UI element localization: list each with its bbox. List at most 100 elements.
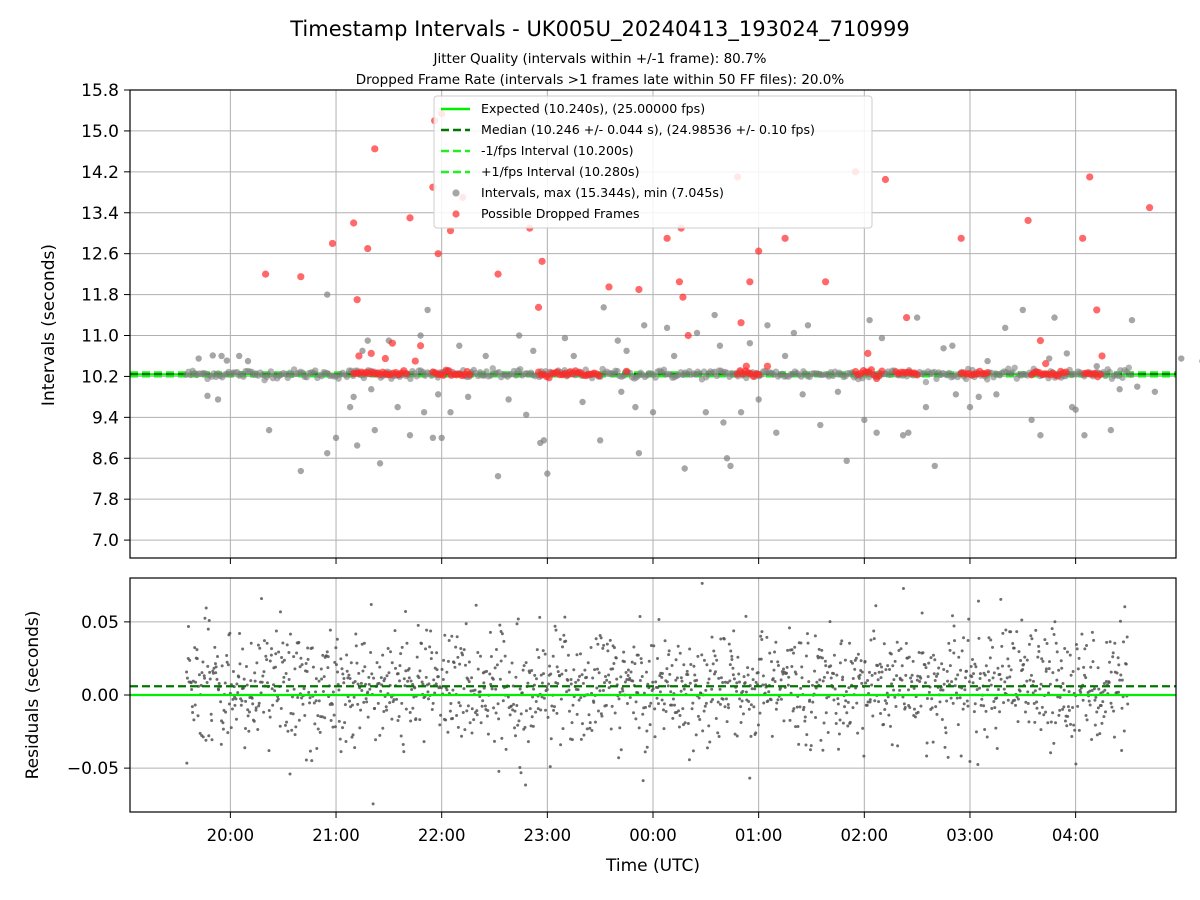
residual-point: [602, 643, 606, 647]
residual-point: [1076, 704, 1080, 708]
residual-point: [480, 704, 484, 708]
residual-point: [312, 701, 316, 705]
residual-point: [286, 689, 290, 693]
interval-point: [1051, 314, 1058, 321]
residual-point: [575, 712, 579, 716]
residual-point: [278, 724, 282, 728]
residual-point: [660, 672, 664, 676]
residual-point: [1103, 688, 1107, 692]
residual-point: [214, 665, 218, 669]
residual-point: [669, 690, 673, 694]
residual-point: [379, 676, 383, 680]
residual-point: [690, 707, 694, 711]
residual-point: [851, 706, 855, 710]
x-tick-label: 03:00: [946, 826, 994, 845]
residual-point: [323, 716, 327, 720]
residual-point: [1035, 700, 1039, 704]
interval-point: [561, 334, 569, 342]
residual-point: [985, 735, 989, 739]
residual-point: [1122, 729, 1126, 733]
residual-point: [606, 649, 610, 653]
residual-point: [393, 629, 397, 633]
interval-point: [922, 378, 930, 386]
residual-point: [588, 726, 592, 730]
residual-point: [898, 688, 902, 692]
residual-point: [942, 668, 946, 672]
dropped-frame-point: [1086, 173, 1094, 181]
residual-point: [278, 610, 282, 614]
residual-point: [570, 721, 574, 725]
dropped-frame-point: [742, 362, 750, 370]
interval-point: [1093, 362, 1100, 370]
residual-point: [948, 648, 952, 652]
x-tick-label: 02:00: [841, 826, 889, 845]
residual-point: [724, 697, 728, 701]
residual-point: [605, 642, 609, 646]
residual-point: [378, 665, 382, 669]
residual-point: [972, 710, 976, 714]
residual-point: [1036, 655, 1040, 659]
residual-point: [919, 676, 923, 680]
residual-point: [851, 676, 855, 680]
residual-point: [457, 701, 461, 705]
residual-point: [1063, 719, 1067, 723]
residual-point: [197, 673, 201, 677]
interval-point: [368, 386, 375, 393]
residual-point: [366, 690, 370, 694]
residual-point: [247, 710, 251, 714]
residual-point: [185, 676, 189, 680]
interval-point: [843, 457, 850, 465]
dropped-frame-point: [538, 257, 546, 265]
residual-point: [649, 701, 653, 705]
residual-point: [646, 682, 650, 686]
residual-point: [447, 639, 451, 643]
residual-point: [788, 718, 792, 722]
interval-point: [1151, 388, 1159, 395]
residual-point: [725, 720, 729, 724]
dropped-frame-point: [446, 227, 455, 235]
residual-point: [937, 666, 941, 670]
residual-point: [306, 646, 310, 650]
residual-point: [1044, 667, 1048, 671]
residual-point: [504, 747, 508, 751]
residual-point: [463, 728, 467, 732]
residual-point: [333, 660, 337, 664]
residual-point: [991, 676, 995, 680]
interval-point: [640, 322, 648, 329]
residual-point: [821, 679, 825, 683]
residual-point: [270, 647, 274, 651]
residual-point: [1057, 668, 1061, 672]
residual-point: [390, 661, 394, 665]
residual-point: [485, 714, 489, 718]
residual-point: [499, 659, 503, 663]
residual-point: [314, 677, 318, 681]
residual-point: [810, 683, 814, 687]
residual-point: [901, 586, 905, 590]
residual-point: [337, 688, 341, 692]
residual-point: [738, 697, 742, 701]
residual-point: [367, 675, 371, 679]
residual-point: [836, 702, 840, 706]
residual-point: [1039, 728, 1043, 732]
residual-point: [516, 617, 520, 621]
residual-point: [359, 681, 363, 685]
residual-point: [824, 711, 828, 715]
residual-point: [1095, 710, 1099, 714]
residual-point: [432, 678, 436, 682]
residual-point: [1034, 628, 1038, 632]
residual-point: [610, 704, 614, 708]
residual-point: [645, 745, 649, 749]
residual-point: [629, 670, 633, 674]
residual-point: [1016, 697, 1020, 701]
residual-point: [1023, 710, 1027, 714]
residual-point: [870, 673, 874, 677]
residual-point: [691, 749, 695, 753]
residual-point: [1040, 657, 1044, 661]
residual-point: [1065, 650, 1069, 654]
residual-point: [872, 637, 876, 641]
residual-point: [924, 666, 928, 670]
residual-point: [1074, 642, 1078, 646]
residual-point: [735, 689, 739, 693]
residual-point: [1061, 707, 1065, 711]
residual-point: [320, 677, 324, 681]
